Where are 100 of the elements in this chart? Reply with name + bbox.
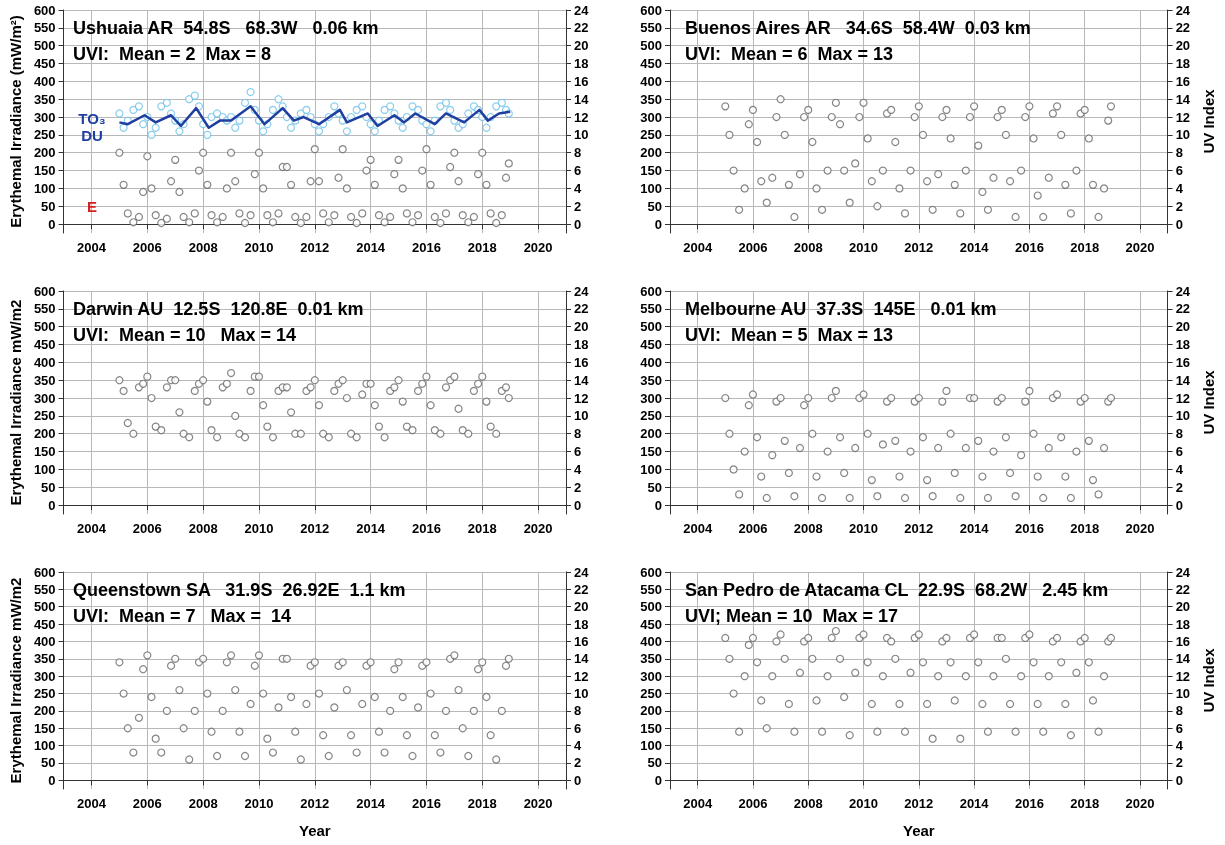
y-tick-label: 250 bbox=[640, 686, 662, 702]
y-tick-label: 0 bbox=[48, 216, 56, 232]
y2-tick-label: 6 bbox=[1175, 444, 1183, 460]
x-tick-label: 2006 bbox=[738, 240, 768, 255]
x-tick-label: 2016 bbox=[411, 796, 441, 811]
chart-title: Melbourne AU 37.3S 145E 0.01 km bbox=[685, 299, 997, 319]
text: UVI: Mean = 6 Max = 13 bbox=[685, 44, 894, 64]
y2-tick-label: 10 bbox=[574, 127, 589, 143]
y2-tick-label: 16 bbox=[1175, 73, 1191, 89]
y2-tick-label: 10 bbox=[574, 686, 589, 702]
y-tick-label: 300 bbox=[33, 390, 56, 406]
x-tick-label: 2020 bbox=[1125, 796, 1155, 811]
y-tick-label: 100 bbox=[640, 738, 662, 754]
y2-tick-label: 2 bbox=[574, 198, 582, 214]
y2-tick-label: 0 bbox=[574, 216, 582, 232]
x-tick-label: 2014 bbox=[356, 240, 386, 255]
y-tick-label: 550 bbox=[640, 581, 662, 597]
x-tick-label: 2018 bbox=[1070, 796, 1100, 811]
x-tick-label: 2018 bbox=[467, 240, 497, 255]
y2-tick-label: 20 bbox=[1175, 38, 1191, 54]
y-tick-label: 50 bbox=[647, 755, 662, 771]
y2-tick-label: 22 bbox=[1175, 20, 1191, 36]
y2-tick-label: 2 bbox=[1175, 755, 1183, 771]
y2-tick-label: 20 bbox=[574, 599, 589, 615]
x-tick-label: 2018 bbox=[467, 521, 497, 536]
chart-title: Ushuaia AR 54.8S 68.3W 0.06 km bbox=[73, 18, 379, 38]
y-tick-label: 350 bbox=[33, 372, 56, 388]
x-tick-label: 2020 bbox=[1125, 521, 1155, 536]
y2-tick-label: 24 bbox=[1175, 283, 1191, 299]
y-tick-label: 50 bbox=[41, 198, 56, 214]
y-tick-label: 0 bbox=[654, 216, 662, 232]
text: UVI: Mean = 10 Max = 14 bbox=[73, 325, 297, 345]
x-tick-label: 2014 bbox=[959, 521, 990, 536]
y2-tick-label: 0 bbox=[574, 772, 582, 788]
y-tick-label: 550 bbox=[33, 20, 56, 36]
annotation: DU bbox=[81, 126, 103, 144]
y2-tick-label: 18 bbox=[574, 337, 589, 353]
chart-title: Queenstown SA 31.9S 26.92E 1.1 km bbox=[73, 580, 406, 600]
x-tick-label: 2004 bbox=[77, 796, 107, 811]
y2-tick-label: 14 bbox=[574, 651, 590, 667]
y2-tick-label: 18 bbox=[574, 56, 589, 72]
y2-tick-label: 8 bbox=[574, 426, 582, 442]
x-tick-label: 2006 bbox=[132, 796, 162, 811]
y2-axis-title: UV Index bbox=[1200, 647, 1217, 713]
y2-tick-label: 8 bbox=[574, 703, 582, 719]
y2-tick-label: 6 bbox=[1175, 163, 1183, 179]
y-tick-label: 200 bbox=[33, 426, 56, 442]
y2-tick-label: 16 bbox=[574, 73, 589, 89]
y-tick-label: 100 bbox=[33, 738, 56, 754]
y-tick-label: 150 bbox=[640, 163, 662, 179]
y2-tick-label: 20 bbox=[1175, 599, 1191, 615]
y-tick-label: 550 bbox=[640, 20, 662, 36]
x-tick-label: 2008 bbox=[793, 240, 823, 255]
y2-tick-label: 18 bbox=[1175, 337, 1191, 353]
y2-tick-label: 14 bbox=[1175, 91, 1191, 107]
y-tick-label: 150 bbox=[640, 720, 662, 736]
y-tick-label: 400 bbox=[33, 73, 56, 89]
y2-tick-label: 8 bbox=[1175, 703, 1183, 719]
y-tick-label: 450 bbox=[33, 616, 56, 632]
y2-tick-label: 4 bbox=[1175, 738, 1184, 754]
x-tick-label: 2006 bbox=[738, 796, 768, 811]
y2-axis-title: UV Index bbox=[1200, 369, 1217, 435]
x-tick-label: 2008 bbox=[793, 796, 823, 811]
y2-tick-label: 18 bbox=[1175, 56, 1191, 72]
y-tick-label: 300 bbox=[33, 668, 56, 684]
y-tick-label: 400 bbox=[640, 354, 662, 370]
annotation: E bbox=[86, 197, 98, 215]
y2-tick-label: 16 bbox=[574, 633, 589, 649]
y-tick-label: 550 bbox=[640, 301, 662, 317]
x-tick-label: 2012 bbox=[904, 796, 934, 811]
y2-tick-label: 0 bbox=[574, 497, 582, 513]
y-tick-label: 500 bbox=[33, 319, 56, 335]
y-tick-label: 100 bbox=[640, 461, 662, 477]
y-tick-label: 50 bbox=[41, 479, 56, 495]
y2-tick-label: 22 bbox=[574, 581, 589, 597]
x-tick-label: 2018 bbox=[467, 796, 497, 811]
y2-tick-label: 8 bbox=[574, 145, 582, 161]
text: UVI; Mean = 10 Max = 17 bbox=[685, 606, 899, 626]
y-tick-label: 400 bbox=[640, 633, 662, 649]
y-tick-label: 100 bbox=[33, 180, 56, 196]
y2-tick-label: 6 bbox=[574, 720, 582, 736]
y2-tick-label: 2 bbox=[1175, 198, 1183, 214]
y-tick-label: 250 bbox=[640, 408, 662, 424]
y-tick-label: 300 bbox=[640, 109, 662, 125]
chart-title: Darwin AU 12.5S 120.8E 0.01 km bbox=[73, 299, 364, 319]
y2-tick-label: 24 bbox=[574, 564, 590, 580]
x-tick-label: 2012 bbox=[300, 240, 330, 255]
y2-tick-label: 8 bbox=[1175, 426, 1183, 442]
y-tick-label: 350 bbox=[33, 651, 56, 667]
x-tick-label: 2020 bbox=[523, 521, 553, 536]
x-tick-label: 2018 bbox=[1070, 240, 1100, 255]
y-tick-label: 150 bbox=[33, 163, 56, 179]
annotation: TO₃ bbox=[78, 109, 106, 127]
y-tick-label: 150 bbox=[33, 444, 56, 460]
x-tick-label: 2012 bbox=[904, 240, 934, 255]
y2-tick-label: 14 bbox=[574, 91, 590, 107]
x-tick-label: 2012 bbox=[904, 521, 934, 536]
y2-tick-label: 22 bbox=[1175, 301, 1191, 317]
x-tick-label: 2016 bbox=[1014, 796, 1044, 811]
y2-tick-label: 6 bbox=[574, 163, 582, 179]
